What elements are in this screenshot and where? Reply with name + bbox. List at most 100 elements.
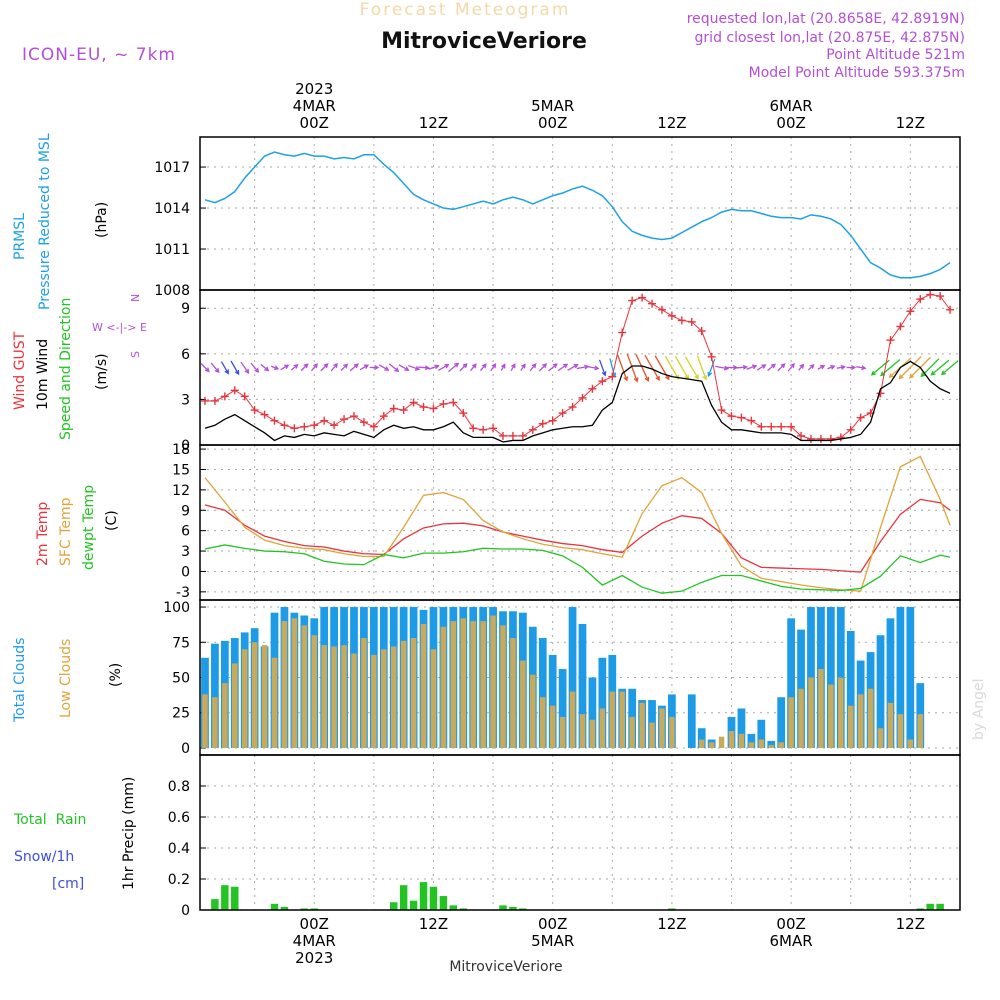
wind-arrow-head — [594, 365, 600, 371]
wind-arrow-shaft — [428, 365, 439, 370]
total-cloud-bar — [777, 697, 786, 748]
wind-arrow-head — [655, 375, 660, 382]
bottom-time-label: 12Z — [896, 915, 925, 933]
low-cloud-bar — [251, 642, 258, 748]
wind-arrow — [369, 365, 380, 370]
rain-bar — [449, 905, 458, 910]
wind-arrow-head — [930, 370, 936, 376]
low-cloud-bar — [261, 645, 268, 748]
y-tick-label: 1014 — [154, 201, 190, 217]
wind-arrow-head — [531, 363, 537, 369]
temp2m-line — [204, 498, 951, 573]
low-cloud-bar — [808, 677, 814, 748]
top-time-label: 5MAR — [531, 97, 574, 115]
wind-arrow-shaft — [398, 364, 409, 371]
gust-marker — [667, 311, 676, 320]
wind-arrow-head — [313, 363, 318, 369]
wind-arrow — [684, 356, 699, 380]
y-tick-label: 0.2 — [168, 872, 190, 888]
gust-marker — [439, 399, 448, 408]
wind-arrow-head — [521, 363, 526, 369]
y-tick-label: 0 — [181, 564, 190, 580]
panel-0: 1008 1011 1014 1017 — [154, 137, 960, 299]
wind-arrow-head — [343, 363, 349, 369]
wind-arrow-head — [234, 369, 240, 376]
wind-arrow-head — [870, 370, 876, 376]
wind-arrow-head — [702, 375, 708, 381]
gust-marker — [687, 317, 696, 326]
panel-1: 0 3 6 9 — [181, 290, 960, 454]
bottom-time-label: 12Z — [419, 915, 448, 933]
wind-arrow — [438, 363, 450, 371]
gust-marker — [926, 290, 935, 299]
total-cloud-bar — [588, 677, 597, 748]
sfc-label: SFC Temp — [58, 497, 74, 566]
low-cloud-bar — [738, 733, 745, 748]
low-cloud-bar — [589, 719, 596, 748]
low-cloud-bar — [669, 716, 675, 748]
snow-unit: [cm] — [52, 876, 84, 892]
gust-marker — [657, 305, 666, 314]
wind-arrow-head — [809, 363, 815, 369]
wind-arrow — [320, 363, 329, 372]
low-cloud-bar — [311, 635, 317, 748]
wind-arrow-head — [481, 363, 487, 369]
wind-arrow-head — [898, 374, 904, 380]
low-cloud-bar — [321, 645, 327, 748]
gust-marker — [777, 422, 786, 431]
wind-arrow-shaft — [240, 361, 250, 374]
temp2m-label: 2m Temp — [35, 502, 51, 566]
wind-arrow-head — [384, 366, 390, 371]
wind-arrow-head — [511, 363, 516, 369]
top-time-label: 2023 — [295, 80, 333, 98]
wind-arrow-shaft — [548, 363, 558, 372]
wind-arrow — [616, 354, 629, 382]
low-cloud-bar — [778, 742, 784, 748]
wind-arrow — [330, 362, 338, 372]
wind-arrow — [500, 363, 506, 371]
wind-arrow-head — [723, 365, 730, 371]
wind-arrow-head — [491, 363, 497, 369]
wind-arrow-head — [820, 364, 826, 370]
wind-arrow — [756, 364, 767, 371]
gust-marker — [280, 421, 289, 430]
wind-arrow-shaft — [200, 363, 210, 372]
y-tick-label: 0.4 — [168, 841, 190, 857]
wind-arrow-shaft — [538, 363, 547, 372]
gust-marker — [320, 416, 329, 425]
wind-arrow-head — [644, 376, 650, 383]
y-tick-label: 9 — [181, 301, 190, 317]
gust-marker — [429, 404, 438, 413]
wind-arrow-head — [752, 364, 758, 370]
y-tick-label: 18 — [172, 442, 190, 458]
pressure-unit: (hPa) — [94, 202, 110, 238]
gust-label: Wind GUST — [12, 331, 28, 410]
low-cloud-bar — [579, 714, 586, 748]
wind-arrow — [707, 358, 716, 378]
wind-arrow-head — [293, 363, 299, 369]
wind-arrow — [817, 364, 826, 370]
low-cloud-bar — [818, 669, 824, 748]
gust-marker — [797, 431, 806, 440]
pressure-line — [204, 151, 951, 279]
wind-arrow — [250, 362, 260, 373]
dewpt-label: dewpt Temp — [81, 485, 97, 570]
y-tick-label: 25 — [172, 706, 190, 722]
gust-marker — [588, 384, 597, 393]
wind-arrow — [548, 363, 558, 372]
wind-arrow-head — [799, 363, 805, 369]
rain-bar — [221, 885, 229, 910]
wind-arrow-shaft — [567, 364, 578, 371]
low-cloud-bar — [410, 638, 417, 748]
low-cloud-bar — [440, 626, 447, 748]
wind-arrow-shaft — [210, 362, 220, 373]
gust-marker — [578, 393, 587, 402]
y-tick-label: 0.6 — [168, 810, 190, 826]
wind-arrow — [520, 363, 526, 371]
low-cloud-bar — [480, 621, 486, 748]
precip-labels: Total Rain Snow/1h [cm] 1hr Precip (mm) — [13, 777, 137, 892]
wind-arrow-head — [284, 364, 290, 370]
top-time-label: 12Z — [896, 114, 925, 132]
closest-coords: grid closest lon,lat (20.875E, 42.875N) — [695, 30, 965, 46]
gust-marker — [369, 422, 378, 431]
